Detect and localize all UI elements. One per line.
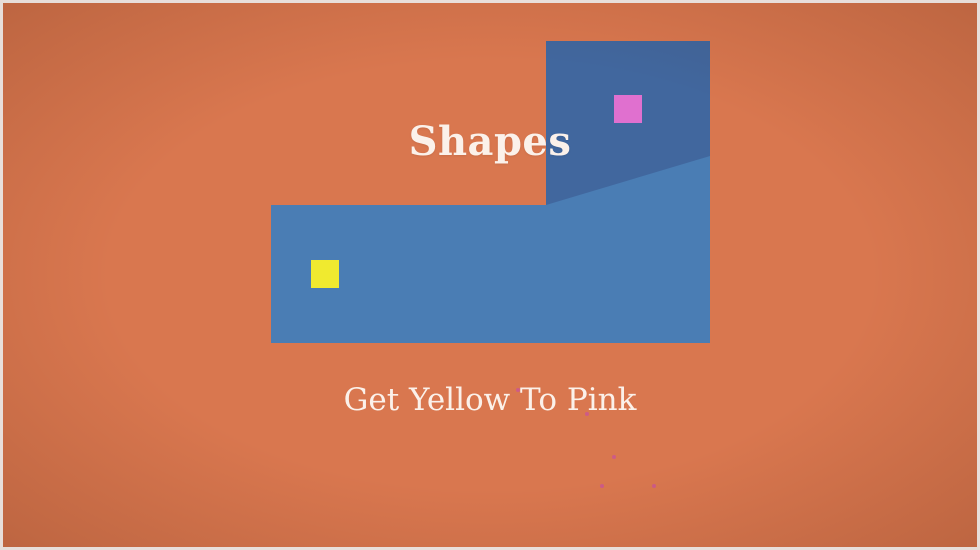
particle: [516, 388, 520, 392]
particle: [600, 484, 604, 488]
particle: [612, 455, 616, 459]
particle: [652, 484, 656, 488]
yellow-player-square[interactable]: [311, 260, 339, 288]
game-title: Shapes: [408, 118, 572, 165]
instruction-text: Get Yellow To Pink: [343, 382, 637, 418]
particle: [585, 412, 589, 416]
level-upper-region: [546, 41, 710, 205]
pink-goal-square: [614, 95, 642, 123]
